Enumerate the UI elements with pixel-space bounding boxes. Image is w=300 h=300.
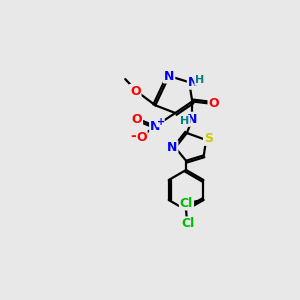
Text: N: N <box>167 141 177 154</box>
Text: S: S <box>204 132 213 145</box>
Text: O: O <box>136 131 147 144</box>
Text: N: N <box>164 70 174 83</box>
Text: +: + <box>157 117 165 127</box>
Text: O: O <box>208 97 219 110</box>
Text: O: O <box>131 113 142 126</box>
Text: Cl: Cl <box>180 196 193 210</box>
Text: O: O <box>130 85 141 98</box>
Text: N: N <box>187 113 197 126</box>
Text: Cl: Cl <box>181 218 194 230</box>
Text: N: N <box>188 76 198 89</box>
Text: H: H <box>180 116 189 126</box>
Text: -: - <box>130 129 136 143</box>
Text: N: N <box>150 120 160 133</box>
Text: H: H <box>195 75 205 85</box>
